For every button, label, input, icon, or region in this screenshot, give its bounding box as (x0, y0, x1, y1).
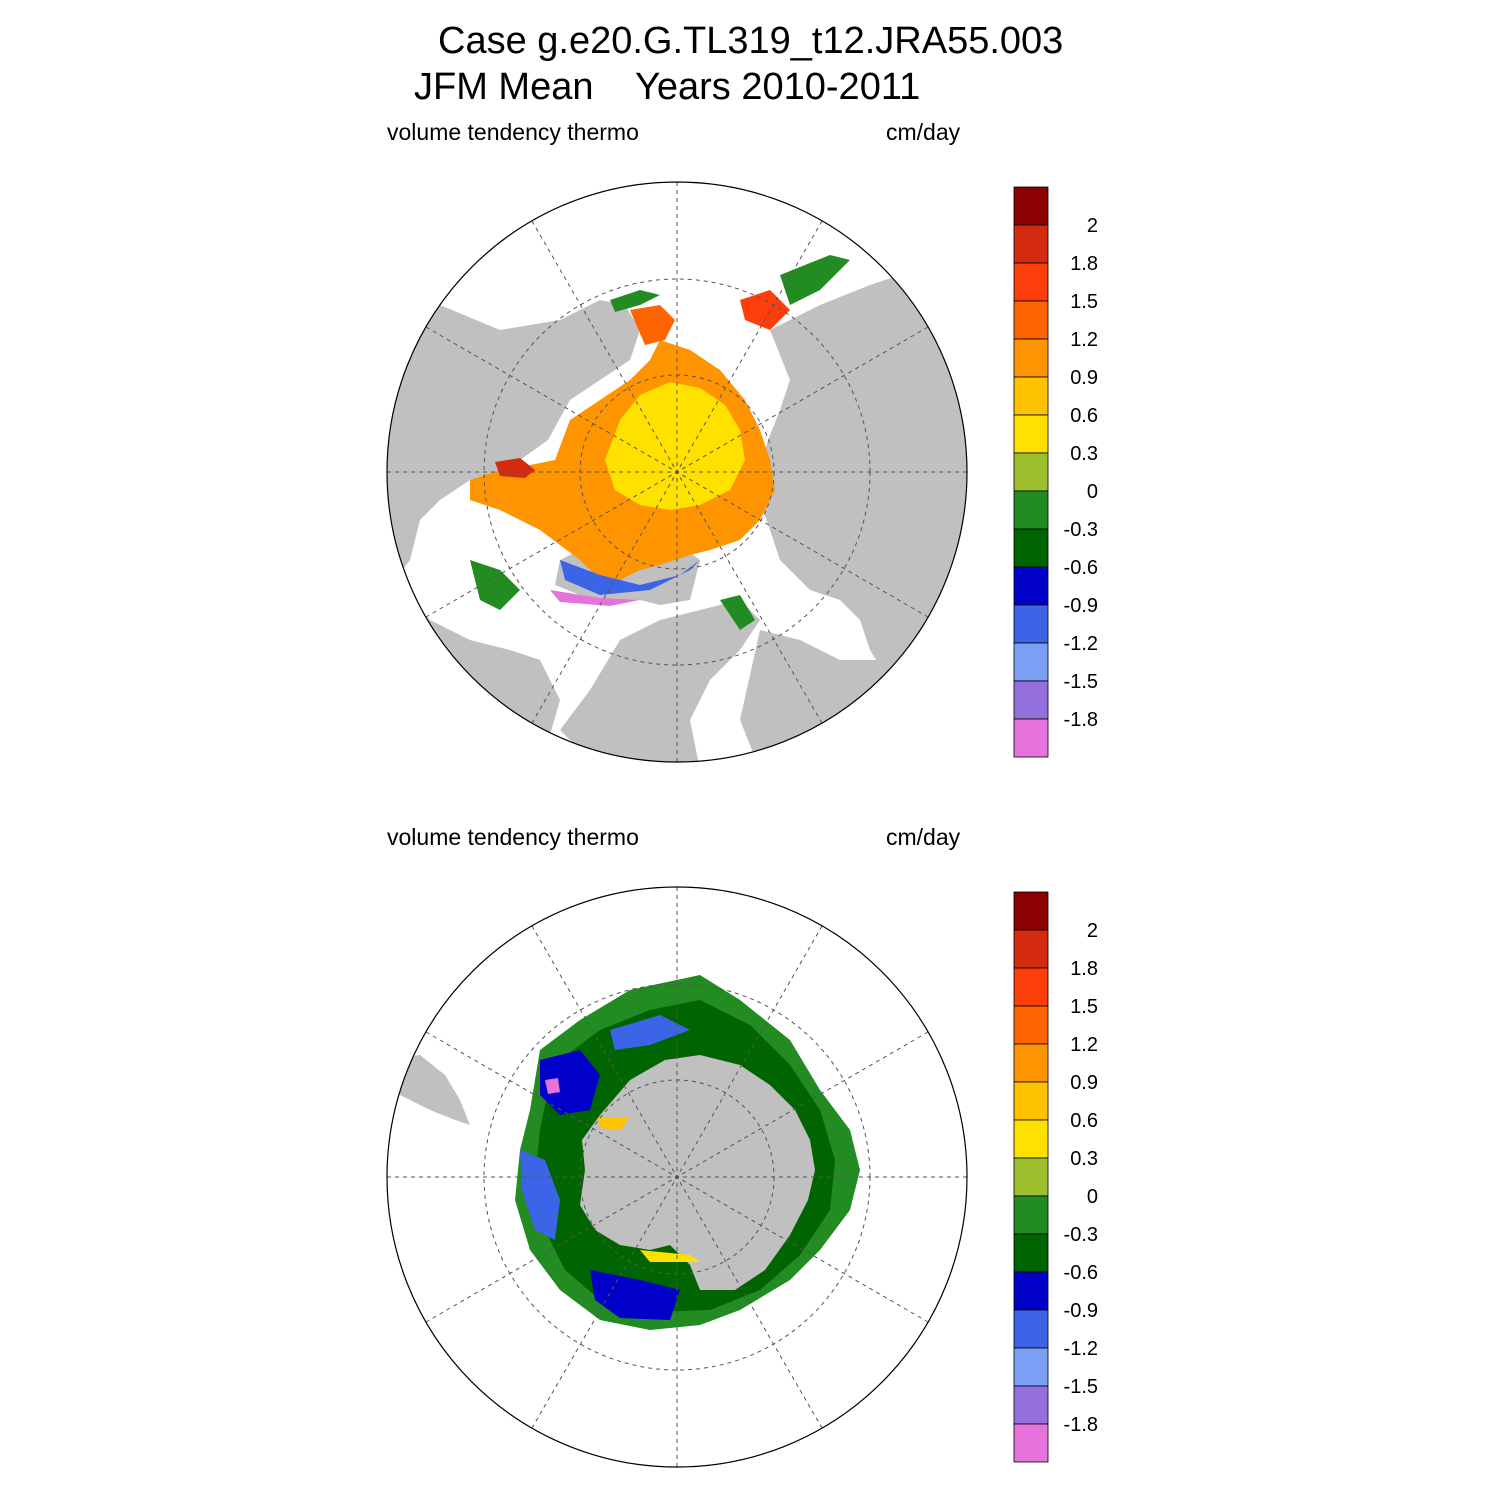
north-colorbar-box (1013, 376, 1049, 416)
north-ice-margin-pink (550, 590, 640, 606)
south-colorbar-box (1013, 967, 1049, 1007)
south-colorbar-tick-label: 1.2 (1070, 1034, 1098, 1056)
north-colorbar-tick-label: -0.9 (1064, 595, 1098, 617)
north-colorbar-box (1013, 452, 1049, 492)
north-graticule (387, 182, 967, 762)
north-colorbar-tick-label: -1.5 (1064, 671, 1098, 693)
plot-title: Case g.e20.G.TL319_t12.JRA55.003 (438, 20, 1064, 62)
south-ice-blue-west (520, 1150, 560, 1240)
south-colorbar-box (1013, 1233, 1049, 1273)
south-colorbar-box (1013, 1385, 1049, 1425)
south-colorbar-box (1013, 929, 1049, 969)
north-colorbar-box (1013, 566, 1049, 606)
north-colorbar-box (1013, 528, 1049, 568)
south-panel-units-label: cm/day (886, 824, 961, 850)
south-colorbar-tick-label: 0.6 (1070, 1110, 1098, 1132)
south-land-antarctica (580, 1055, 815, 1290)
north-ice-fringe-red2 (495, 458, 535, 478)
north-colorbar-tick-label: 1.5 (1070, 291, 1098, 313)
south-graticule (387, 887, 967, 1467)
south-colorbar-box (1013, 1347, 1049, 1387)
north-land-america (760, 275, 967, 700)
south-colorbar-tick-label: -0.6 (1064, 1262, 1098, 1284)
south-colorbar-tick-label: 1.5 (1070, 996, 1098, 1018)
south-colorbar-tick-label: 2 (1087, 920, 1098, 942)
south-panel-variable-label: volume tendency thermo (387, 824, 639, 850)
south-ice-blue-north (610, 1015, 690, 1050)
north-map-border (386, 181, 968, 763)
south-colorbar-tick-label: -1.2 (1064, 1338, 1098, 1360)
north-colorbar-box (1013, 604, 1049, 644)
north-polar-map (386, 181, 968, 763)
north-colorbar-tick-label: 1.8 (1070, 253, 1098, 275)
north-colorbar-box (1013, 490, 1049, 530)
south-colorbar-box (1013, 1119, 1049, 1159)
south-colorbar-box (1013, 1309, 1049, 1349)
north-colorbar-box (1013, 224, 1049, 264)
south-colorbar-tick-label: 1.8 (1070, 958, 1098, 980)
south-colorbar-tick-label: -1.8 (1064, 1414, 1098, 1436)
north-colorbar-tick-label: -0.6 (1064, 557, 1098, 579)
north-panel-units-label: cm/day (886, 119, 961, 145)
north-colorbar-tick-label: -1.8 (1064, 709, 1098, 731)
north-colorbar-tick-label: 0.3 (1070, 443, 1098, 465)
south-colorbar-tick-label: 0 (1087, 1186, 1098, 1208)
north-colorbar-tick-label: 0.6 (1070, 405, 1098, 427)
south-colorbar-box (1013, 1005, 1049, 1045)
season-label: JFM Mean (414, 66, 594, 108)
south-map-border (386, 886, 968, 1468)
north-colorbar: 2 1.8 1.5 1.2 0.9 0.6 0.3 0 -0.3 -0.6 -0.9 -1.2 -1.5… (1013, 186, 1098, 758)
north-panel-variable-label: volume tendency thermo (387, 119, 639, 145)
south-colorbar-box (1013, 1081, 1049, 1121)
north-colorbar-box (1013, 300, 1049, 340)
north-colorbar-box (1013, 338, 1049, 378)
north-ice-margin-green2 (780, 255, 850, 305)
north-ice-margin-blue (560, 560, 700, 595)
north-ice-margin-green4 (720, 595, 755, 630)
north-colorbar-box (1013, 680, 1049, 720)
north-ice-margin-green (610, 290, 660, 312)
south-colorbar-box (1013, 1195, 1049, 1235)
north-colorbar-tick-label: -0.3 (1064, 519, 1098, 541)
north-colorbar-tick-label: 1.2 (1070, 329, 1098, 351)
south-colorbar-tick-label: -0.9 (1064, 1300, 1098, 1322)
south-colorbar-tick-label: -0.3 (1064, 1224, 1098, 1246)
north-colorbar-tick-label: 2 (1087, 215, 1098, 237)
north-ice-center (605, 382, 745, 510)
south-colorbar-tick-label: 0.3 (1070, 1148, 1098, 1170)
south-colorbar-box (1013, 1043, 1049, 1083)
south-colorbar-tick-label: 0.9 (1070, 1072, 1098, 1094)
south-polar-map (386, 886, 968, 1468)
south-colorbar-box (1013, 891, 1049, 931)
north-ice-margin-green3 (470, 560, 520, 610)
south-colorbar-box (1013, 1271, 1049, 1311)
south-ice-yellow-rim2 (598, 1118, 630, 1130)
plot-subtitle: JFM Mean Years 2010-2011 (414, 68, 920, 106)
north-ice-fringe-red3 (740, 290, 790, 330)
north-colorbar-box (1013, 414, 1049, 454)
north-colorbar-tick-label: 0.9 (1070, 367, 1098, 389)
south-ice-pink (545, 1078, 560, 1094)
north-colorbar-tick-label: -1.2 (1064, 633, 1098, 655)
north-colorbar-box (1013, 262, 1049, 302)
south-ice-yellow-rim (640, 1250, 700, 1262)
south-colorbar-box (1013, 1423, 1049, 1463)
north-ice-fringe-red (630, 305, 675, 345)
north-colorbar-tick-label: 0 (1087, 481, 1098, 503)
south-colorbar-tick-label: -1.5 (1064, 1376, 1098, 1398)
north-colorbar-box (1013, 718, 1049, 758)
south-colorbar-box (1013, 1157, 1049, 1197)
north-colorbar-box (1013, 642, 1049, 682)
south-ice-blue-weddell (540, 1050, 600, 1115)
north-land-europe (560, 600, 760, 762)
years-label: Years 2010-2011 (635, 66, 921, 108)
south-ice-blue-ross (590, 1270, 680, 1320)
south-colorbar: 2 1.8 1.5 1.2 0.9 0.6 0.3 0 -0.3 -0.6 -0.9 -1.2 -1.5… (1013, 891, 1098, 1463)
north-land-asia (387, 300, 640, 600)
north-colorbar-box (1013, 186, 1049, 226)
